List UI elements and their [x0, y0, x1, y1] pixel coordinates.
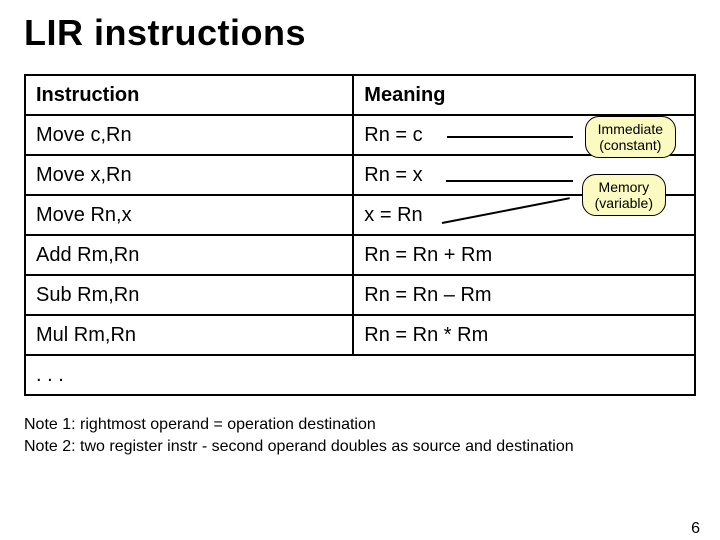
cell-instr: Sub Rm,Rn [25, 275, 353, 315]
cell-meaning: Rn = Rn + Rm [353, 235, 695, 275]
cell-meaning: Rn = Rn – Rm [353, 275, 695, 315]
table-container: Instruction Meaning Move c,Rn Rn = c Mov… [24, 74, 696, 396]
table-row: Sub Rm,Rn Rn = Rn – Rm [25, 275, 695, 315]
callout-immediate: Immediate (constant) [585, 116, 676, 158]
table-row: Add Rm,Rn Rn = Rn + Rm [25, 235, 695, 275]
header-meaning: Meaning [353, 75, 695, 115]
cell-meaning: Rn = Rn * Rm [353, 315, 695, 355]
page-number: 6 [691, 520, 700, 538]
callout-line1: Memory [599, 179, 650, 195]
callout-line1: Immediate [598, 121, 663, 137]
note-2: Note 2: two register instr - second oper… [24, 436, 696, 458]
cell-instr: Move c,Rn [25, 115, 353, 155]
cell-ellipsis: . . . [25, 355, 695, 395]
slide-title: LIR instructions [24, 12, 696, 54]
cell-instr: Add Rm,Rn [25, 235, 353, 275]
table-ellipsis-row: . . . [25, 355, 695, 395]
note-1: Note 1: rightmost operand = operation de… [24, 414, 696, 436]
notes: Note 1: rightmost operand = operation de… [24, 414, 696, 457]
table-row: Mul Rm,Rn Rn = Rn * Rm [25, 315, 695, 355]
callout-memory: Memory (variable) [582, 174, 666, 216]
header-instruction: Instruction [25, 75, 353, 115]
callout-line2: (constant) [598, 137, 663, 153]
connector-memory-1 [446, 180, 573, 182]
cell-instr: Mul Rm,Rn [25, 315, 353, 355]
table-header-row: Instruction Meaning [25, 75, 695, 115]
callout-line2: (variable) [595, 195, 653, 211]
slide: LIR instructions Instruction Meaning Mov… [0, 12, 720, 540]
cell-instr: Move x,Rn [25, 155, 353, 195]
cell-instr: Move Rn,x [25, 195, 353, 235]
connector-immediate [447, 136, 573, 138]
